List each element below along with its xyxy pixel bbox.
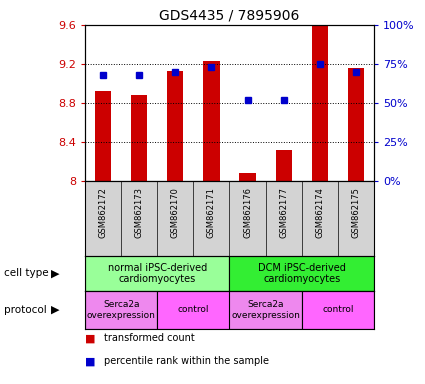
Text: ▶: ▶ — [51, 268, 60, 278]
Text: GSM862171: GSM862171 — [207, 187, 216, 238]
Text: GSM862173: GSM862173 — [135, 187, 144, 238]
Text: GSM862177: GSM862177 — [279, 187, 288, 238]
Text: GSM862174: GSM862174 — [315, 187, 324, 238]
Text: GSM862175: GSM862175 — [351, 187, 360, 238]
Bar — [167, 71, 184, 181]
Bar — [230, 291, 302, 329]
Bar — [85, 256, 230, 291]
Text: normal iPSC-derived
cardiomyocytes: normal iPSC-derived cardiomyocytes — [108, 263, 207, 284]
Text: ■: ■ — [85, 333, 96, 343]
Bar — [348, 68, 364, 181]
Bar — [312, 26, 328, 181]
Text: GSM862172: GSM862172 — [99, 187, 108, 238]
Bar — [275, 150, 292, 181]
Title: GDS4435 / 7895906: GDS4435 / 7895906 — [159, 8, 300, 22]
Text: percentile rank within the sample: percentile rank within the sample — [104, 356, 269, 366]
Text: DCM iPSC-derived
cardiomyocytes: DCM iPSC-derived cardiomyocytes — [258, 263, 346, 284]
Text: control: control — [322, 306, 354, 314]
Bar — [85, 291, 157, 329]
Text: GSM862176: GSM862176 — [243, 187, 252, 238]
Text: ▶: ▶ — [51, 305, 60, 315]
Text: protocol: protocol — [4, 305, 47, 315]
Text: control: control — [178, 306, 209, 314]
Text: Serca2a
overexpression: Serca2a overexpression — [231, 300, 300, 320]
Text: cell type: cell type — [4, 268, 49, 278]
Text: Serca2a
overexpression: Serca2a overexpression — [87, 300, 156, 320]
Bar — [239, 173, 256, 181]
Bar — [157, 291, 230, 329]
Text: ■: ■ — [85, 356, 96, 366]
Bar — [230, 256, 374, 291]
Bar — [131, 95, 147, 181]
Bar — [203, 61, 220, 181]
Text: GSM862170: GSM862170 — [171, 187, 180, 238]
Bar — [302, 291, 374, 329]
Bar — [95, 91, 111, 181]
Text: transformed count: transformed count — [104, 333, 195, 343]
